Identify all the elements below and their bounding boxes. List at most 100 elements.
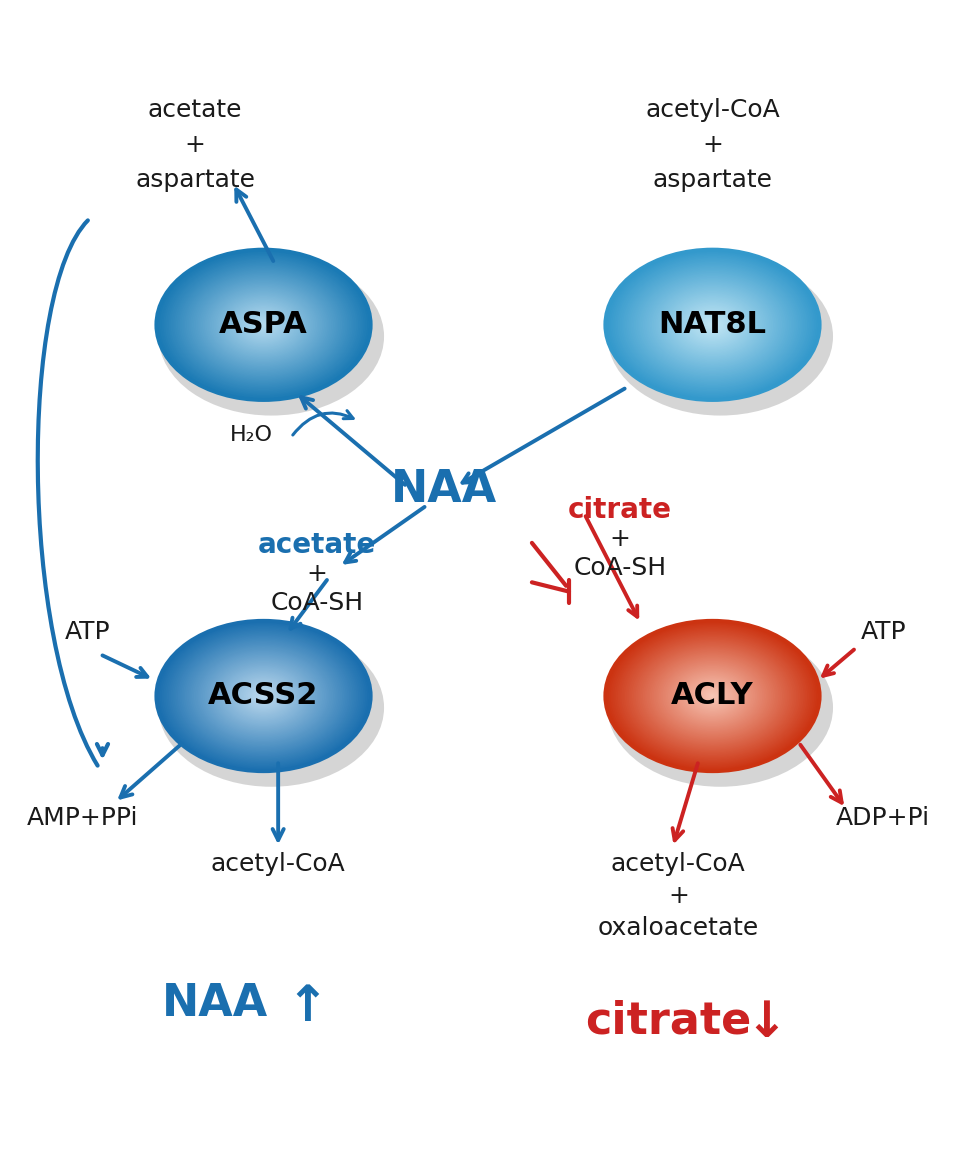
Ellipse shape (676, 299, 749, 350)
Ellipse shape (257, 320, 270, 329)
Ellipse shape (224, 297, 303, 353)
Text: citrate: citrate (586, 999, 752, 1043)
Ellipse shape (183, 268, 345, 382)
Ellipse shape (210, 288, 317, 363)
Ellipse shape (160, 252, 367, 398)
Text: CoA-SH: CoA-SH (270, 592, 364, 615)
Ellipse shape (167, 258, 360, 393)
Ellipse shape (680, 303, 745, 348)
Ellipse shape (635, 270, 790, 379)
Ellipse shape (237, 306, 291, 343)
Text: ↓: ↓ (746, 999, 787, 1047)
Ellipse shape (682, 304, 743, 346)
Ellipse shape (676, 670, 749, 722)
Ellipse shape (633, 269, 792, 380)
Ellipse shape (661, 289, 764, 361)
Text: acetate: acetate (148, 99, 242, 122)
Text: acetate: acetate (258, 531, 377, 559)
Ellipse shape (687, 679, 738, 713)
Ellipse shape (192, 646, 335, 746)
Ellipse shape (248, 684, 280, 708)
Text: NAT8L: NAT8L (659, 311, 766, 340)
Ellipse shape (184, 269, 343, 380)
Ellipse shape (632, 639, 793, 753)
Text: +: + (668, 884, 689, 907)
Ellipse shape (664, 662, 761, 730)
Ellipse shape (159, 258, 385, 415)
Ellipse shape (212, 289, 315, 361)
Ellipse shape (700, 687, 725, 705)
Ellipse shape (190, 645, 337, 747)
Ellipse shape (169, 259, 358, 391)
Ellipse shape (158, 622, 369, 770)
Ellipse shape (246, 312, 281, 338)
Ellipse shape (684, 305, 741, 345)
Ellipse shape (641, 646, 784, 746)
Text: ACLY: ACLY (671, 682, 753, 710)
Ellipse shape (183, 639, 345, 753)
Ellipse shape (238, 307, 289, 342)
Ellipse shape (657, 285, 768, 364)
Text: ATP: ATP (861, 621, 906, 644)
Ellipse shape (206, 284, 321, 365)
Ellipse shape (251, 687, 276, 705)
Ellipse shape (709, 694, 716, 698)
Ellipse shape (661, 660, 764, 732)
Ellipse shape (199, 280, 328, 370)
Ellipse shape (664, 291, 761, 358)
Ellipse shape (706, 691, 719, 701)
Ellipse shape (173, 261, 355, 389)
Ellipse shape (687, 307, 738, 342)
Ellipse shape (670, 295, 755, 355)
Ellipse shape (632, 268, 793, 382)
Ellipse shape (698, 686, 727, 706)
Ellipse shape (205, 283, 323, 367)
Ellipse shape (217, 292, 310, 357)
Ellipse shape (627, 636, 798, 756)
Ellipse shape (194, 276, 334, 374)
Ellipse shape (623, 633, 802, 759)
Ellipse shape (160, 623, 367, 769)
Ellipse shape (180, 637, 347, 755)
Ellipse shape (607, 251, 818, 399)
Ellipse shape (176, 635, 351, 757)
Ellipse shape (233, 675, 294, 717)
Ellipse shape (226, 669, 302, 723)
Ellipse shape (627, 264, 798, 385)
Ellipse shape (616, 629, 809, 764)
Ellipse shape (609, 623, 816, 769)
Ellipse shape (171, 260, 356, 390)
Ellipse shape (192, 275, 335, 375)
Ellipse shape (201, 652, 326, 740)
Ellipse shape (244, 682, 283, 710)
Ellipse shape (663, 290, 762, 360)
Ellipse shape (162, 253, 366, 397)
Ellipse shape (691, 310, 734, 340)
Ellipse shape (639, 274, 786, 376)
Ellipse shape (611, 624, 814, 768)
Ellipse shape (706, 320, 719, 329)
Ellipse shape (700, 316, 725, 334)
Ellipse shape (235, 676, 292, 716)
Ellipse shape (693, 682, 732, 710)
Ellipse shape (644, 648, 781, 744)
Text: oxaloacetate: oxaloacetate (597, 916, 759, 940)
Ellipse shape (646, 650, 779, 742)
Ellipse shape (629, 266, 796, 384)
Ellipse shape (208, 657, 319, 735)
Ellipse shape (158, 251, 369, 399)
Text: acetyl-CoA: acetyl-CoA (611, 853, 746, 876)
Ellipse shape (673, 668, 752, 724)
Text: aspartate: aspartate (653, 168, 772, 191)
Text: CoA-SH: CoA-SH (573, 557, 667, 580)
Ellipse shape (251, 316, 276, 334)
Ellipse shape (156, 249, 371, 400)
Text: H₂O: H₂O (230, 425, 273, 445)
Ellipse shape (240, 680, 287, 712)
Ellipse shape (174, 633, 353, 759)
Ellipse shape (666, 292, 759, 357)
Ellipse shape (644, 277, 781, 372)
Ellipse shape (691, 681, 734, 711)
Ellipse shape (260, 322, 267, 327)
Ellipse shape (167, 629, 360, 764)
